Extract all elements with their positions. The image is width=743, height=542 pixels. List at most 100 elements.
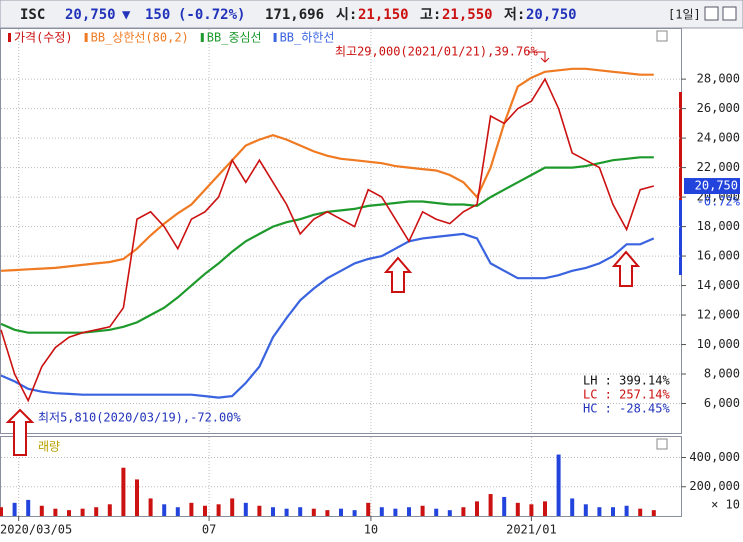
volume-bar bbox=[502, 496, 507, 516]
y-tick-label: 200,000 bbox=[689, 479, 740, 493]
volume-bar bbox=[107, 504, 112, 516]
period[interactable]: [1일] bbox=[668, 8, 701, 22]
legend-swatch bbox=[8, 33, 11, 42]
volume-bar bbox=[135, 479, 139, 516]
volume-bar bbox=[638, 508, 643, 516]
volume-bar bbox=[583, 504, 588, 516]
change-pct: (-0.72%) bbox=[178, 7, 245, 23]
button[interactable] bbox=[656, 438, 668, 450]
y-tick-label: 16,000 bbox=[697, 249, 740, 263]
stat: LC : 257.14% bbox=[583, 388, 670, 402]
volume-bar bbox=[352, 510, 357, 516]
stat: HC : -28.45% bbox=[583, 402, 670, 416]
volume-bar bbox=[339, 508, 343, 516]
legend-label: BB_하한선 bbox=[280, 31, 335, 45]
price-line bbox=[0, 77, 655, 403]
volume-bar bbox=[311, 508, 316, 516]
volume-bar bbox=[488, 494, 493, 516]
y-tick-label: 24,000 bbox=[697, 131, 740, 145]
volume-title: 래량 bbox=[38, 440, 60, 454]
high-note: 최고29,000(2021/01/21),39.76% bbox=[335, 45, 538, 59]
y-tick-label: 22,000 bbox=[697, 160, 740, 174]
change: 150 bbox=[145, 7, 170, 23]
arrow: ▼ bbox=[122, 7, 131, 23]
legend-label: BB_상한선(80,2) bbox=[91, 31, 189, 45]
volume-bar bbox=[12, 502, 17, 516]
volume-bar bbox=[570, 498, 575, 516]
volume-bar bbox=[80, 508, 85, 516]
volume-bar bbox=[515, 502, 520, 516]
y-tick-label: 28,000 bbox=[697, 72, 740, 86]
legend: 가격(수정) BB_상한선(80,2) BB_중심선 BB_하한선 bbox=[8, 31, 334, 45]
volume-bar bbox=[325, 510, 330, 516]
volume-bar bbox=[597, 507, 602, 516]
volume-bar bbox=[53, 508, 58, 516]
volume-bar bbox=[379, 507, 384, 516]
scale-bar bbox=[679, 92, 682, 200]
volume-bar bbox=[257, 505, 262, 516]
y-tick-label: 26,000 bbox=[697, 101, 740, 115]
open: 21,150 bbox=[358, 7, 409, 23]
button[interactable] bbox=[704, 6, 719, 21]
volume-bar bbox=[611, 507, 615, 516]
volume-bar bbox=[420, 505, 425, 516]
button[interactable] bbox=[656, 30, 668, 42]
last-price-label: 20,750 bbox=[695, 179, 738, 193]
price: 20,750 bbox=[65, 7, 116, 23]
volume-bar bbox=[393, 508, 398, 516]
volume-bar bbox=[243, 502, 248, 516]
open-label: 시: bbox=[336, 7, 357, 23]
volume-bar bbox=[407, 507, 411, 516]
ticker: ISC bbox=[20, 7, 45, 23]
last-price-tag bbox=[684, 178, 740, 195]
volume-panel bbox=[0, 436, 682, 517]
up-arrow bbox=[383, 256, 413, 293]
high-label: 고: bbox=[420, 7, 441, 23]
volume: 171,696 bbox=[265, 7, 324, 23]
volume-bar bbox=[624, 505, 629, 516]
y-tick-label: 12,000 bbox=[697, 308, 740, 322]
low: 20,750 bbox=[526, 7, 577, 23]
volume-bar bbox=[529, 504, 534, 516]
volume-bar bbox=[203, 505, 207, 516]
legend-label: BB_중심선 bbox=[207, 31, 262, 45]
volume-bar bbox=[162, 504, 167, 516]
stat: LH : 399.14% bbox=[583, 374, 670, 388]
note-arrow bbox=[528, 51, 550, 63]
x-tick-label: 2021/01 bbox=[506, 523, 557, 537]
volume-bar bbox=[148, 498, 153, 516]
y-tick-label: 14,000 bbox=[697, 278, 740, 292]
x-tick-label: 07 bbox=[202, 523, 216, 537]
legend-label: 가격(수정) bbox=[14, 31, 73, 45]
volume-bar bbox=[94, 507, 99, 516]
low-label: 저: bbox=[504, 7, 525, 23]
volume-bar bbox=[284, 508, 289, 516]
button[interactable] bbox=[722, 6, 737, 21]
y-tick-label: 8,000 bbox=[704, 367, 740, 381]
volume-bar bbox=[298, 507, 303, 516]
volume-bar bbox=[434, 508, 439, 516]
high: 21,550 bbox=[442, 7, 493, 23]
y-tick-label: 18,000 bbox=[697, 219, 740, 233]
y-tick-label: 6,000 bbox=[704, 396, 740, 410]
band-line bbox=[0, 156, 654, 334]
y-tick-label: 400,000 bbox=[689, 450, 740, 464]
volume-bar bbox=[26, 499, 31, 516]
price-panel bbox=[0, 28, 682, 434]
volume-bar bbox=[39, 505, 44, 516]
volume-bar bbox=[216, 504, 221, 516]
y-tick-label: 10,000 bbox=[697, 337, 740, 351]
low-note: 최저5,810(2020/03/19),-72.00% bbox=[38, 411, 241, 425]
up-arrow bbox=[611, 250, 641, 287]
band-line bbox=[0, 232, 655, 399]
volume-bar bbox=[543, 501, 547, 516]
volume-bar bbox=[189, 502, 194, 516]
volume-bar bbox=[651, 510, 656, 516]
volume-bar bbox=[447, 510, 452, 516]
x-tick-label: 10 bbox=[364, 523, 378, 537]
volume-bar bbox=[121, 467, 126, 516]
volume-bar bbox=[461, 507, 466, 516]
volume-bar bbox=[67, 510, 71, 516]
